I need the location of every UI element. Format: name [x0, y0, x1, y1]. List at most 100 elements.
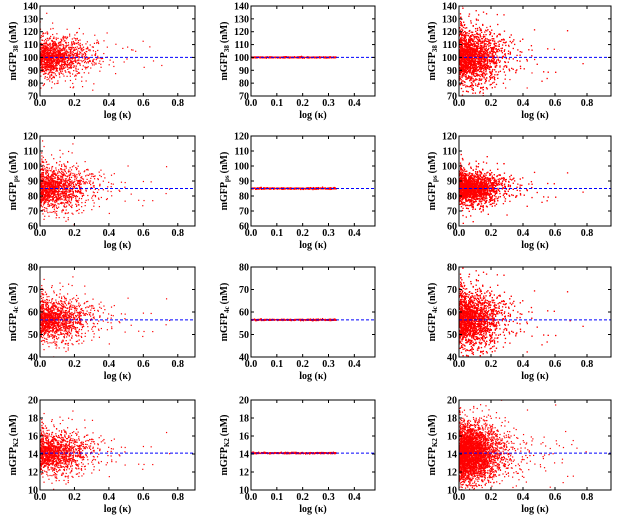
data-point: [42, 66, 45, 69]
data-point: [41, 54, 43, 56]
data-point: [51, 53, 53, 55]
data-point: [55, 43, 57, 45]
data-point: [478, 52, 480, 54]
data-point: [49, 49, 51, 51]
data-point: [68, 48, 70, 50]
data-point: [69, 48, 71, 50]
data-point: [489, 71, 491, 73]
data-point: [75, 75, 77, 77]
data-point: [44, 53, 46, 55]
x-tick-label: 0.8: [172, 98, 185, 109]
data-point: [58, 49, 60, 51]
data-point: [40, 59, 42, 61]
data-point: [47, 46, 49, 49]
data-point: [478, 74, 480, 76]
data-point: [55, 66, 58, 68]
x-tick-label: 0.6: [137, 98, 150, 109]
data-point: [82, 53, 85, 55]
data-point: [47, 39, 49, 41]
data-point: [503, 71, 506, 73]
data-point: [45, 65, 47, 68]
y-tick-label: 70: [28, 92, 38, 103]
data-point: [483, 61, 485, 63]
data-point: [485, 71, 487, 73]
y-tick-label: 110: [24, 40, 38, 51]
data-point: [463, 36, 466, 38]
data-point: [460, 58, 462, 60]
data-point: [493, 43, 495, 46]
data-point: [72, 60, 74, 63]
data-point: [93, 62, 95, 64]
data-point: [83, 52, 86, 54]
data-point: [45, 64, 48, 66]
data-point: [56, 33, 58, 35]
data-point: [477, 69, 479, 71]
data-point: [45, 54, 47, 56]
data-point: [149, 46, 151, 48]
data-point: [491, 87, 493, 89]
data-point: [462, 59, 464, 61]
data-point: [50, 73, 53, 76]
data-point: [52, 27, 54, 30]
data-point: [459, 76, 461, 78]
data-point: [67, 58, 70, 60]
data-point: [51, 65, 53, 68]
data-point: [75, 61, 77, 63]
data-point: [484, 60, 486, 63]
data-point: [506, 102, 507, 103]
data-point: [78, 47, 80, 49]
data-point: [509, 51, 511, 53]
data-point: [44, 76, 46, 78]
data-point: [89, 44, 91, 46]
data-point: [485, 80, 487, 82]
data-point: [498, 45, 500, 47]
data-point: [502, 55, 504, 57]
data-point: [463, 75, 465, 77]
data-point: [49, 80, 51, 82]
data-point: [472, 68, 474, 70]
data-point: [64, 70, 66, 72]
data-point: [481, 54, 483, 56]
data-point: [473, 75, 476, 77]
data-point: [543, 71, 545, 73]
data-point: [466, 60, 468, 62]
data-point: [44, 77, 46, 79]
data-point: [54, 59, 56, 61]
data-point: [490, 60, 492, 62]
data-point: [43, 60, 45, 62]
data-point: [40, 44, 43, 47]
data-point: [469, 70, 472, 72]
data-point: [46, 70, 48, 72]
data-point: [78, 27, 80, 30]
data-point: [487, 48, 489, 51]
data-point: [61, 55, 63, 57]
data-point: [58, 44, 60, 46]
data-point: [51, 67, 53, 69]
data-point: [57, 54, 59, 56]
data-point: [460, 39, 462, 41]
data-point: [472, 64, 475, 66]
data-point: [471, 73, 473, 75]
data-point: [93, 58, 95, 60]
data-point: [56, 55, 58, 57]
data-point: [86, 56, 88, 58]
data-point: [473, 49, 475, 51]
data-point: [43, 43, 45, 45]
data-point: [45, 32, 47, 34]
data-point: [72, 63, 74, 65]
data-point: [63, 67, 66, 69]
data-point: [74, 34, 76, 36]
data-point: [59, 60, 61, 62]
data-point: [474, 75, 476, 78]
data-point: [462, 60, 464, 63]
data-point: [53, 72, 55, 74]
data-point: [491, 73, 493, 76]
data-point: [472, 89, 475, 91]
data-point: [66, 65, 68, 67]
data-point: [56, 45, 59, 47]
data-point: [69, 86, 71, 88]
x-tick-label: 0.4: [348, 98, 361, 109]
data-point: [64, 50, 66, 52]
